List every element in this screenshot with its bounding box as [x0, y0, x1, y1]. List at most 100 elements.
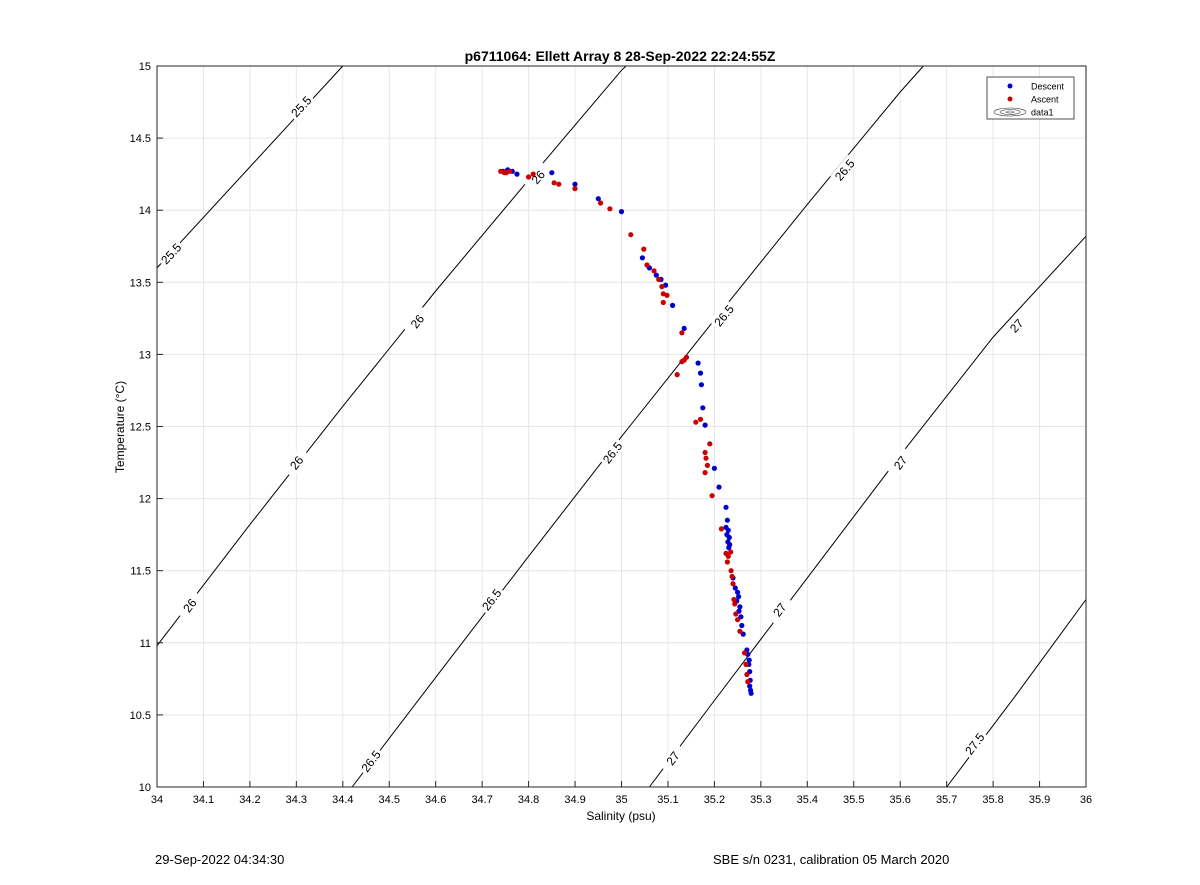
ascent-point [745, 679, 751, 685]
x-tick-label: 35.2 [704, 794, 725, 806]
ascent-point [656, 276, 662, 282]
data-points [498, 167, 754, 696]
isopycnal-label: 26 [402, 305, 432, 337]
ascent-point [693, 419, 699, 425]
ascent-point [551, 180, 557, 186]
legend: Descent Ascent data1 [986, 76, 1075, 120]
legend-ascent-marker [1007, 96, 1013, 102]
ascent-point [703, 455, 709, 461]
isopycnal-label-bg [477, 584, 506, 615]
descent-point [747, 683, 753, 689]
x-axis-label: Salinity (psu) [586, 809, 655, 823]
ascent-point [628, 232, 634, 238]
x-tick-label: 34.2 [239, 794, 260, 806]
descent-point [737, 604, 743, 610]
descent-point [670, 302, 676, 308]
ascent-point [556, 181, 562, 187]
x-tick-label: 34.6 [425, 794, 446, 806]
y-tick-label: 11.5 [130, 566, 151, 578]
x-tick-label: 35.8 [982, 794, 1003, 806]
x-tick-label: 35.1 [657, 794, 678, 806]
descent-point [725, 527, 731, 533]
ascent-point [744, 671, 750, 678]
grid [156, 65, 1087, 788]
descent-point [726, 545, 732, 551]
ascent-point [659, 284, 665, 290]
descent-point [711, 465, 718, 471]
x-tick-label: 35.4 [797, 794, 818, 806]
descent-point [724, 517, 731, 523]
y-tick-label: 12.5 [130, 422, 151, 434]
footer-calibration: SBE s/n 0231, calibration 05 March 2020 [713, 852, 950, 867]
isopycnal-label: 26.5 [477, 584, 506, 615]
isopycnal-label: 27 [765, 594, 794, 625]
isopycnal-line-27-5 [946, 599, 1087, 788]
isopycnal-label: 27 [1001, 310, 1031, 341]
descent-point [698, 382, 705, 388]
x-tick-label: 35.5 [843, 794, 864, 806]
x-tick-label: 34 [151, 794, 163, 806]
isopycnal-label-bg [286, 91, 316, 122]
isopycnal-line-27 [649, 235, 1087, 788]
isopycnal-label: 26 [282, 447, 311, 478]
ascent-point [731, 596, 737, 603]
descent-point [723, 504, 729, 510]
descent-point [700, 405, 706, 411]
ascent-point [709, 493, 715, 499]
ascent-point [702, 470, 708, 476]
isopycnal-label-bg [356, 745, 385, 777]
descent-point [739, 622, 745, 629]
footer-timestamp: 29-Sep-2022 04:34:30 [155, 852, 285, 867]
y-tick-label: 13.5 [130, 277, 151, 289]
descent-point [681, 325, 687, 331]
descent-point [549, 170, 555, 176]
isopycnal-label-bg [830, 154, 859, 186]
descent-point [702, 422, 708, 428]
isopycnal-label-bg [282, 447, 311, 478]
descent-point [514, 171, 520, 177]
legend-box [986, 76, 1075, 120]
ascent-point [707, 441, 713, 447]
x-tick-label: 34.8 [518, 794, 539, 806]
descent-point [572, 181, 578, 187]
ascent-point [683, 354, 690, 360]
isopycnal-label-bg [1001, 310, 1031, 341]
descent-point [716, 484, 722, 490]
ascent-point [728, 568, 734, 574]
descent-point [695, 360, 701, 366]
isopycnal-label-bg [598, 437, 627, 468]
ascent-point [679, 330, 685, 336]
ascent-point [598, 200, 604, 206]
ascent-point [729, 573, 735, 580]
x-tick-label: 35.9 [1029, 794, 1050, 806]
ascent-point [732, 601, 738, 607]
ascent-point [743, 661, 749, 668]
isopycnal-label: 27.5 [960, 728, 989, 760]
x-tick-label: 34.7 [471, 794, 492, 806]
descent-point [748, 690, 754, 696]
y-axis-label: Temperature (°C) [113, 381, 127, 473]
ascent-point [507, 168, 513, 174]
descent-point [732, 585, 738, 591]
isopycnal-label-bg [175, 589, 204, 621]
descent-point [618, 209, 625, 215]
ascent-point [607, 206, 613, 212]
ascent-point [660, 299, 666, 306]
descent-point [595, 196, 601, 202]
y-tick-label: 14 [139, 205, 151, 217]
ascent-point [733, 611, 739, 617]
descent-point [735, 589, 741, 595]
legend-data1-label: data1 [1031, 108, 1054, 118]
isopycnal-label: 27 [886, 447, 915, 478]
x-tick-label: 35.7 [936, 794, 957, 806]
ascent-point [674, 372, 680, 378]
isopycnal-label: 26.5 [598, 437, 627, 468]
y-tick-label: 11 [140, 638, 151, 650]
isopycnal-label: 26.5 [356, 745, 385, 777]
descent-point [746, 657, 752, 663]
contour-icon [993, 107, 1027, 117]
isopycnal-label-bg [765, 594, 794, 625]
isopycnal-line-26-5 [351, 65, 924, 788]
ascent-point [704, 462, 711, 468]
